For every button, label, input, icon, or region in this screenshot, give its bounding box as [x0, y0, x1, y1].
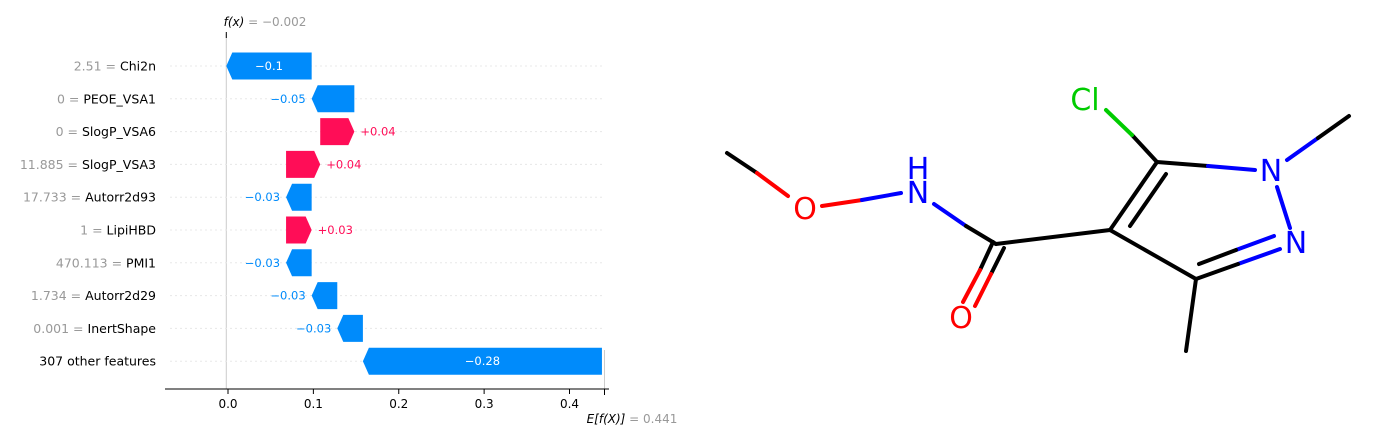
bond-o-n-blue — [860, 191, 903, 202]
bar-value-label: −0.1 — [255, 59, 283, 73]
bond-n-c-black — [964, 224, 998, 246]
waterfall-bar — [286, 183, 312, 211]
bond-c5-cl-green — [1104, 108, 1134, 137]
bond-c4-c5-inner — [1128, 172, 1168, 228]
bar-value-label: −0.28 — [465, 354, 500, 368]
atom-n2: N — [1285, 226, 1307, 261]
bond-n2-c3-black — [1194, 262, 1240, 281]
x-tick-label: 0.1 — [304, 397, 323, 411]
x-tick-label: 0.3 — [475, 397, 494, 411]
bond-c5-n1-blue — [1206, 164, 1257, 172]
waterfall-bar — [286, 216, 312, 244]
waterfall-bar — [362, 347, 602, 375]
bond-n1-n2 — [1275, 185, 1292, 230]
waterfall-bar — [286, 249, 312, 277]
x-tick-label: 0.4 — [560, 397, 579, 411]
bar-value-label: +0.04 — [360, 125, 395, 139]
feature-name: Autorr2d29 — [85, 288, 156, 303]
waterfall-bar — [311, 282, 338, 310]
atom-nh: N — [907, 176, 929, 211]
bar-value-label: −0.03 — [296, 321, 331, 335]
feature-value: 1 = — [80, 223, 106, 238]
base-value: = 0.441 — [629, 412, 677, 426]
atom-h: H — [907, 152, 930, 187]
waterfall-bar — [311, 85, 355, 113]
bar-value-label: −0.03 — [245, 190, 280, 204]
feature-value: 2.51 = — [74, 59, 120, 74]
feature-label: 17.733 = Autorr2d93 — [23, 190, 156, 205]
bond-n2-c3-blue — [1236, 247, 1282, 266]
atom-cl: Cl — [1070, 83, 1099, 118]
bar-value-label: −0.05 — [270, 92, 305, 106]
fx-annotation: f(x) = −0.002 — [224, 15, 307, 29]
bar-value-label: +0.04 — [326, 157, 361, 171]
x-tick-label: 0.0 — [218, 397, 237, 411]
feature-name: Autorr2d93 — [85, 190, 156, 205]
bond-co-a-black — [978, 240, 995, 272]
bond-methyl-o — [725, 151, 759, 175]
feature-label: 0.001 = InertShape — [33, 321, 156, 336]
feature-label: 307 other features — [39, 354, 156, 369]
bond-c3-c4 — [1108, 228, 1198, 281]
bond-c3-methyl — [1184, 277, 1198, 353]
bond-o-n-red — [820, 198, 864, 208]
feature-name: SlogP_VSA3 — [82, 157, 156, 172]
bar-value-label: −0.03 — [270, 289, 305, 303]
feature-value: 470.113 = — [56, 255, 126, 270]
bond-n1-methyl-blue — [1285, 136, 1320, 162]
bond-methyl-o-red — [755, 171, 790, 198]
fx-value: = −0.002 — [248, 15, 306, 29]
bar-value-label: +0.03 — [318, 223, 353, 237]
feature-value: 17.733 = — [23, 190, 85, 205]
feature-name: 307 other features — [39, 354, 156, 369]
atom-n1: N — [1260, 154, 1282, 189]
molecule-structure: Cl H N N N O O — [725, 83, 1351, 353]
feature-label: 0 = PEOE_VSA1 — [57, 91, 156, 106]
feature-name: SlogP_VSA6 — [82, 124, 156, 139]
feature-label: 11.885 = SlogP_VSA3 — [20, 157, 156, 172]
bond-n1-methyl-black — [1316, 114, 1351, 140]
base-label: E[f(X)] — [587, 412, 626, 426]
feature-value: 0 = — [56, 124, 82, 139]
bond-co-a-red — [961, 268, 982, 304]
feature-name: InertShape — [88, 321, 157, 336]
atom-o-carbonyl: O — [949, 301, 973, 336]
waterfall-bar — [226, 52, 312, 80]
bond-n2-c3-inner-blue — [1234, 234, 1276, 252]
waterfall-bar — [286, 150, 321, 178]
bond-co-b-red — [973, 272, 993, 308]
x-tick-label: 0.2 — [389, 397, 408, 411]
feature-value: 0 = — [57, 91, 83, 106]
feature-name: PMI1 — [126, 255, 156, 270]
base-annotation: E[f(X)] = 0.441 — [587, 412, 678, 426]
fx-label: f(x) — [224, 15, 245, 29]
bond-co-b-black — [989, 246, 1006, 276]
waterfall-bar — [337, 314, 363, 342]
feature-label: 1.734 = Autorr2d29 — [31, 288, 156, 303]
bond-c5-cl-black — [1130, 133, 1159, 164]
shap-waterfall-chart: −0.12.51 = Chi2n−0.050 = PEOE_VSA1+0.040… — [20, 15, 678, 426]
atom-o-methoxy: O — [793, 192, 817, 227]
feature-label: 0 = SlogP_VSA6 — [56, 124, 156, 139]
feature-value: 11.885 = — [20, 157, 82, 172]
bar-value-label: −0.03 — [245, 256, 280, 270]
bond-c5-n1-black — [1155, 160, 1210, 168]
feature-label: 470.113 = PMI1 — [56, 255, 156, 270]
x-axis: 0.0 0.1 0.2 0.3 0.4 — [165, 32, 609, 411]
bond-n2-c3-inner-black — [1197, 248, 1238, 266]
feature-value: 1.734 = — [31, 288, 85, 303]
feature-label: 1 = LipiHBD — [80, 223, 156, 238]
bond-c-c4 — [994, 228, 1112, 246]
bars-layer — [226, 52, 602, 375]
feature-name: PEOE_VSA1 — [83, 91, 156, 106]
labels-layer: −0.1 2.51 = Chi2n −0.05 0 = PEOE_VSA1 +0.04 0… — [20, 59, 500, 369]
bond-c4-c5 — [1108, 160, 1159, 232]
feature-name: LipiHBD — [107, 223, 156, 238]
waterfall-bar — [320, 118, 355, 146]
feature-value: 0.001 = — [33, 321, 87, 336]
grid-layer — [170, 34, 606, 389]
bond-n-c-blue — [932, 202, 968, 228]
feature-label: 2.51 = Chi2n — [74, 59, 156, 74]
feature-name: Chi2n — [120, 59, 156, 74]
